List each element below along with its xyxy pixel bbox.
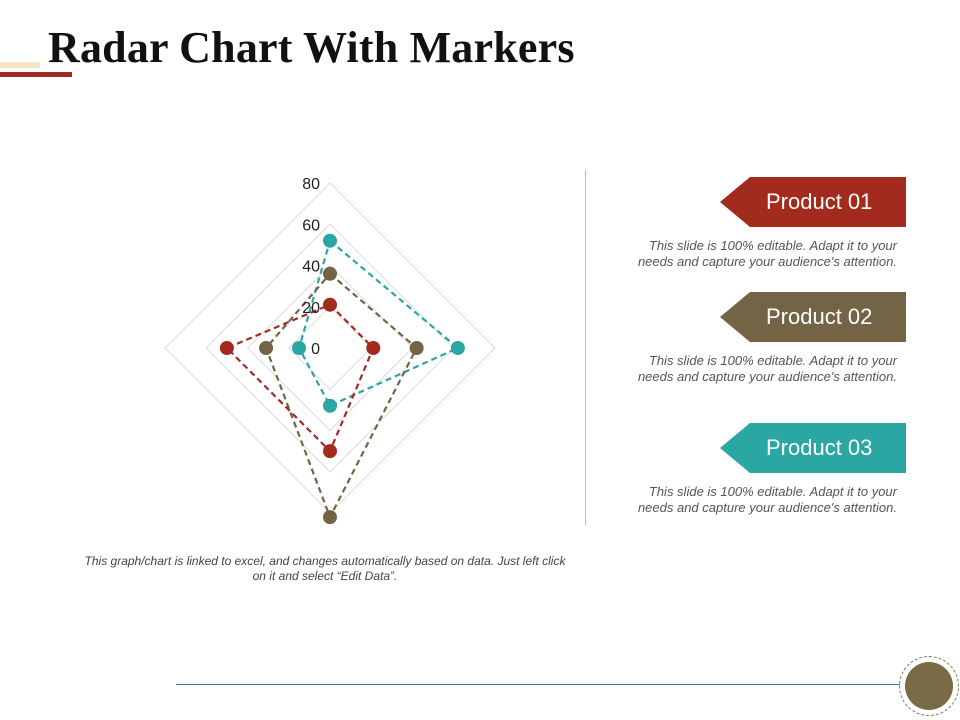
radar-tick-labels: 0 20 40 60 80	[302, 176, 320, 358]
vertical-divider	[585, 170, 586, 525]
radar-series-marker[interactable]	[409, 341, 424, 355]
product-03-description: This slide is 100% editable. Adapt it to…	[637, 484, 897, 515]
footer-line	[176, 684, 900, 685]
title-accent-dark	[0, 72, 72, 77]
product-03-tag[interactable]: Product 03	[720, 423, 906, 473]
radar-series-marker[interactable]	[323, 233, 337, 248]
page-title: Radar Chart With Markers	[48, 23, 575, 72]
radar-tick-label: 60	[302, 217, 320, 234]
radar-series-marker[interactable]	[323, 510, 337, 525]
radar-series	[259, 266, 424, 525]
radar-grid-ring	[288, 306, 372, 390]
radar-tick-label: 20	[302, 300, 320, 317]
radar-grid	[164, 182, 496, 514]
radar-series-marker[interactable]	[292, 341, 307, 355]
radar-series	[219, 297, 381, 459]
radar-series-marker[interactable]	[450, 341, 465, 355]
radar-tick-label: 40	[302, 259, 320, 276]
radar-series-marker[interactable]	[323, 444, 337, 459]
radar-series-layer	[219, 233, 465, 525]
radar-series-line	[297, 238, 460, 408]
radar-series-line	[264, 272, 418, 520]
title-accent-light	[0, 62, 40, 68]
radar-tick-label: 0	[311, 341, 320, 358]
radar-series-marker[interactable]	[259, 341, 274, 355]
footer-decoration-circle	[899, 656, 959, 716]
radar-series	[292, 233, 465, 413]
product-02-description: This slide is 100% editable. Adapt it to…	[637, 353, 897, 384]
radar-grid-ring	[205, 223, 455, 473]
chart-footnote: This graph/chart is linked to excel, and…	[84, 554, 566, 583]
radar-grid-ring	[164, 182, 496, 514]
radar-series-marker[interactable]	[323, 398, 337, 413]
radar-series-line	[224, 303, 375, 454]
radar-tick-label: 80	[302, 176, 320, 193]
product-01-description: This slide is 100% editable. Adapt it to…	[637, 238, 897, 269]
product-01-tag[interactable]: Product 01	[720, 177, 906, 227]
radar-series-marker[interactable]	[366, 341, 381, 355]
radar-chart[interactable]: 0 20 40 60 80	[150, 160, 510, 530]
radar-series-marker[interactable]	[323, 297, 337, 312]
radar-series-marker[interactable]	[219, 341, 234, 355]
product-02-tag[interactable]: Product 02	[720, 292, 906, 342]
footer-decoration-dot	[905, 662, 953, 710]
radar-series-marker[interactable]	[323, 266, 337, 281]
